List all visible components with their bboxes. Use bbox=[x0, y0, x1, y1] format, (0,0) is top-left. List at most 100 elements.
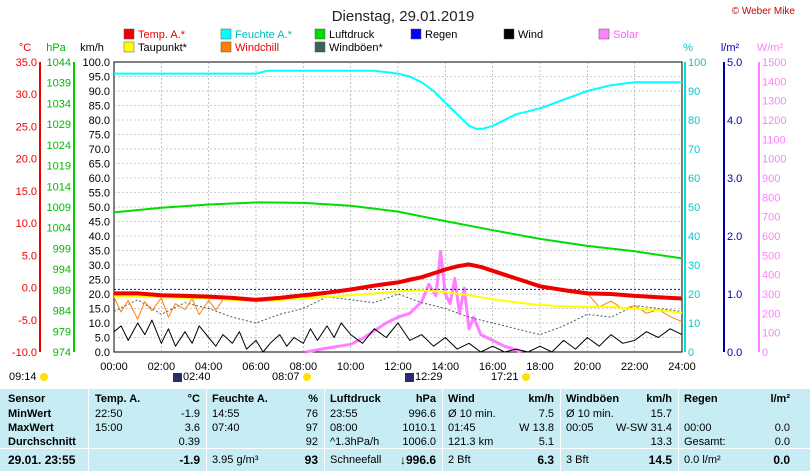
stat-label: MaxWert bbox=[8, 422, 54, 434]
series-luftdruck-line bbox=[113, 201, 683, 260]
solar-tick-label: 200 bbox=[762, 308, 780, 320]
pressure-tick-label: 984 bbox=[53, 306, 71, 318]
stat-press-time: 23:55 bbox=[330, 408, 358, 420]
wind-tick-label: 5.0 bbox=[95, 333, 110, 345]
legend-swatch bbox=[123, 41, 135, 53]
x-axis: 00:00 02:00 04:00 06:00 08:00 10:00 12:00 14:00… bbox=[100, 361, 696, 373]
legend-label: Temp. A.* bbox=[138, 29, 186, 41]
pressure-tick-label: 979 bbox=[53, 326, 71, 338]
humidity-tick-label: 80 bbox=[688, 115, 700, 127]
series-windb-en-line bbox=[113, 293, 683, 336]
legend-label: Windböen* bbox=[329, 42, 384, 54]
stat-hum-val: 97 bbox=[305, 422, 318, 434]
solar-tick-label: 700 bbox=[762, 212, 780, 224]
stat-label: Durchschnitt bbox=[8, 436, 76, 448]
header-gust-unit: km/h bbox=[646, 393, 672, 405]
wind-tick-label: 20.0 bbox=[89, 289, 110, 301]
header-pressure-unit: hPa bbox=[415, 393, 436, 405]
humidity-tick-label: 40 bbox=[688, 231, 700, 243]
x-tick-label: 04:00 bbox=[195, 361, 223, 373]
x-tick-label: 14:00 bbox=[432, 361, 460, 373]
humidity-tick-label: 70 bbox=[688, 144, 700, 156]
stat-gust-desc: Ø 10 min. bbox=[566, 408, 614, 420]
wind-tick-label: 90.0 bbox=[89, 86, 110, 98]
solar-tick-label: 600 bbox=[762, 231, 780, 243]
moon-event: 12:29 bbox=[405, 371, 443, 383]
stat-label: 29.01. 23:55 bbox=[8, 453, 76, 467]
solar-tick-label: 1500 bbox=[762, 57, 786, 69]
header-wind: Wind bbox=[448, 393, 475, 405]
wind-tick-label: 35.0 bbox=[89, 246, 110, 258]
pressure-tick-label: 1029 bbox=[47, 119, 71, 131]
legend-swatch bbox=[220, 41, 232, 53]
pressure-tick-label: 1009 bbox=[47, 202, 71, 214]
pressure-tick-label: 999 bbox=[53, 243, 71, 255]
stat-rain-val: 0.0 bbox=[774, 422, 790, 434]
grid bbox=[114, 62, 682, 352]
stat-rain-val: 0.0 bbox=[773, 453, 790, 467]
event-time: 08:07 bbox=[272, 371, 300, 383]
sun-icon bbox=[521, 373, 530, 382]
stat-temp-val: 0.39 bbox=[178, 436, 200, 448]
legend-swatch bbox=[220, 28, 232, 40]
wind-axis-label: km/h bbox=[80, 42, 104, 54]
stat-gust-val: W-SW 31.4 bbox=[615, 422, 672, 434]
stat-rain-desc: 00:00 bbox=[684, 422, 712, 434]
solar-tick-label: 100 bbox=[762, 328, 780, 340]
stat-hum-val: 76 bbox=[305, 408, 318, 420]
wind-tick-label: 45.0 bbox=[89, 217, 110, 229]
stat-hum-val: 93 bbox=[304, 453, 318, 467]
humidity-tick-label: 10 bbox=[688, 318, 700, 330]
sun-icon bbox=[302, 373, 311, 382]
rain-tick-label: 3.0 bbox=[727, 173, 742, 185]
x-tick-label: 18:00 bbox=[526, 361, 554, 373]
pressure-tick-label: 994 bbox=[53, 264, 71, 276]
header-pressure: Luftdruck bbox=[330, 393, 381, 405]
stat-press-val: 996.6 bbox=[408, 408, 436, 420]
wind-tick-label: 75.0 bbox=[89, 130, 110, 142]
temp-tick-label: 0.0 bbox=[22, 283, 37, 295]
pressure-tick-label: 1034 bbox=[47, 98, 71, 110]
pressure-tick-label: 1004 bbox=[47, 223, 71, 235]
humidity-tick-label: 20 bbox=[688, 289, 700, 301]
legend-swatch bbox=[314, 41, 326, 53]
stat-press-val: 1006.0 bbox=[402, 436, 436, 448]
header-rain-unit: l/m² bbox=[770, 393, 790, 405]
pressure-tick-label: 989 bbox=[53, 285, 71, 297]
solar-tick-label: 800 bbox=[762, 192, 780, 204]
rain-tick-label: 0.0 bbox=[727, 347, 742, 359]
stat-wind-desc: 2 Bft bbox=[448, 454, 471, 466]
stat-hum-time: 07:40 bbox=[212, 422, 240, 434]
humidity-axis-label: % bbox=[683, 42, 693, 54]
event-time: 17:21 bbox=[491, 371, 519, 383]
stat-gust-val: 13.3 bbox=[650, 436, 672, 448]
stat-wind-desc: Ø 10 min. bbox=[448, 408, 496, 420]
humidity-tick-label: 100 bbox=[688, 57, 706, 69]
stat-label: MinWert bbox=[8, 408, 52, 420]
wind-tick-label: 40.0 bbox=[89, 231, 110, 243]
header-sensor: Sensor bbox=[8, 393, 46, 405]
stat-rain-desc: 0.0 l/m² bbox=[684, 454, 721, 466]
solar-tick-label: 400 bbox=[762, 270, 780, 282]
wind-tick-label: 30.0 bbox=[89, 260, 110, 272]
wind-tick-label: 50.0 bbox=[89, 202, 110, 214]
stat-temp-val: -1.9 bbox=[179, 453, 200, 467]
legend-label: Windchill bbox=[235, 42, 279, 54]
header-rain: Regen bbox=[684, 393, 718, 405]
stat-temp-time: 22:50 bbox=[95, 408, 123, 420]
legend-label: Wind bbox=[518, 29, 543, 41]
x-tick-label: 12:00 bbox=[384, 361, 412, 373]
pressure-tick-label: 1019 bbox=[47, 161, 71, 173]
wind-tick-label: 80.0 bbox=[89, 115, 110, 127]
pressure-tick-label: 974 bbox=[53, 347, 71, 359]
x-tick-label: 02:00 bbox=[148, 361, 176, 373]
stat-hum-time: 3.95 g/m³ bbox=[212, 454, 259, 466]
wind-tick-label: 100.0 bbox=[82, 57, 110, 69]
statistics-table: Sensor Temp. A. °C Feuchte A. % Luftdruc… bbox=[0, 389, 810, 471]
temp-tick-label: 30.0 bbox=[16, 89, 37, 101]
temp-tick-label: 10.0 bbox=[16, 218, 37, 230]
pressure-axis-label: hPa bbox=[46, 42, 66, 54]
wind-tick-label: 95.0 bbox=[89, 72, 110, 84]
temp-tick-label: 5.0 bbox=[22, 250, 37, 262]
x-tick-label: 16:00 bbox=[479, 361, 507, 373]
